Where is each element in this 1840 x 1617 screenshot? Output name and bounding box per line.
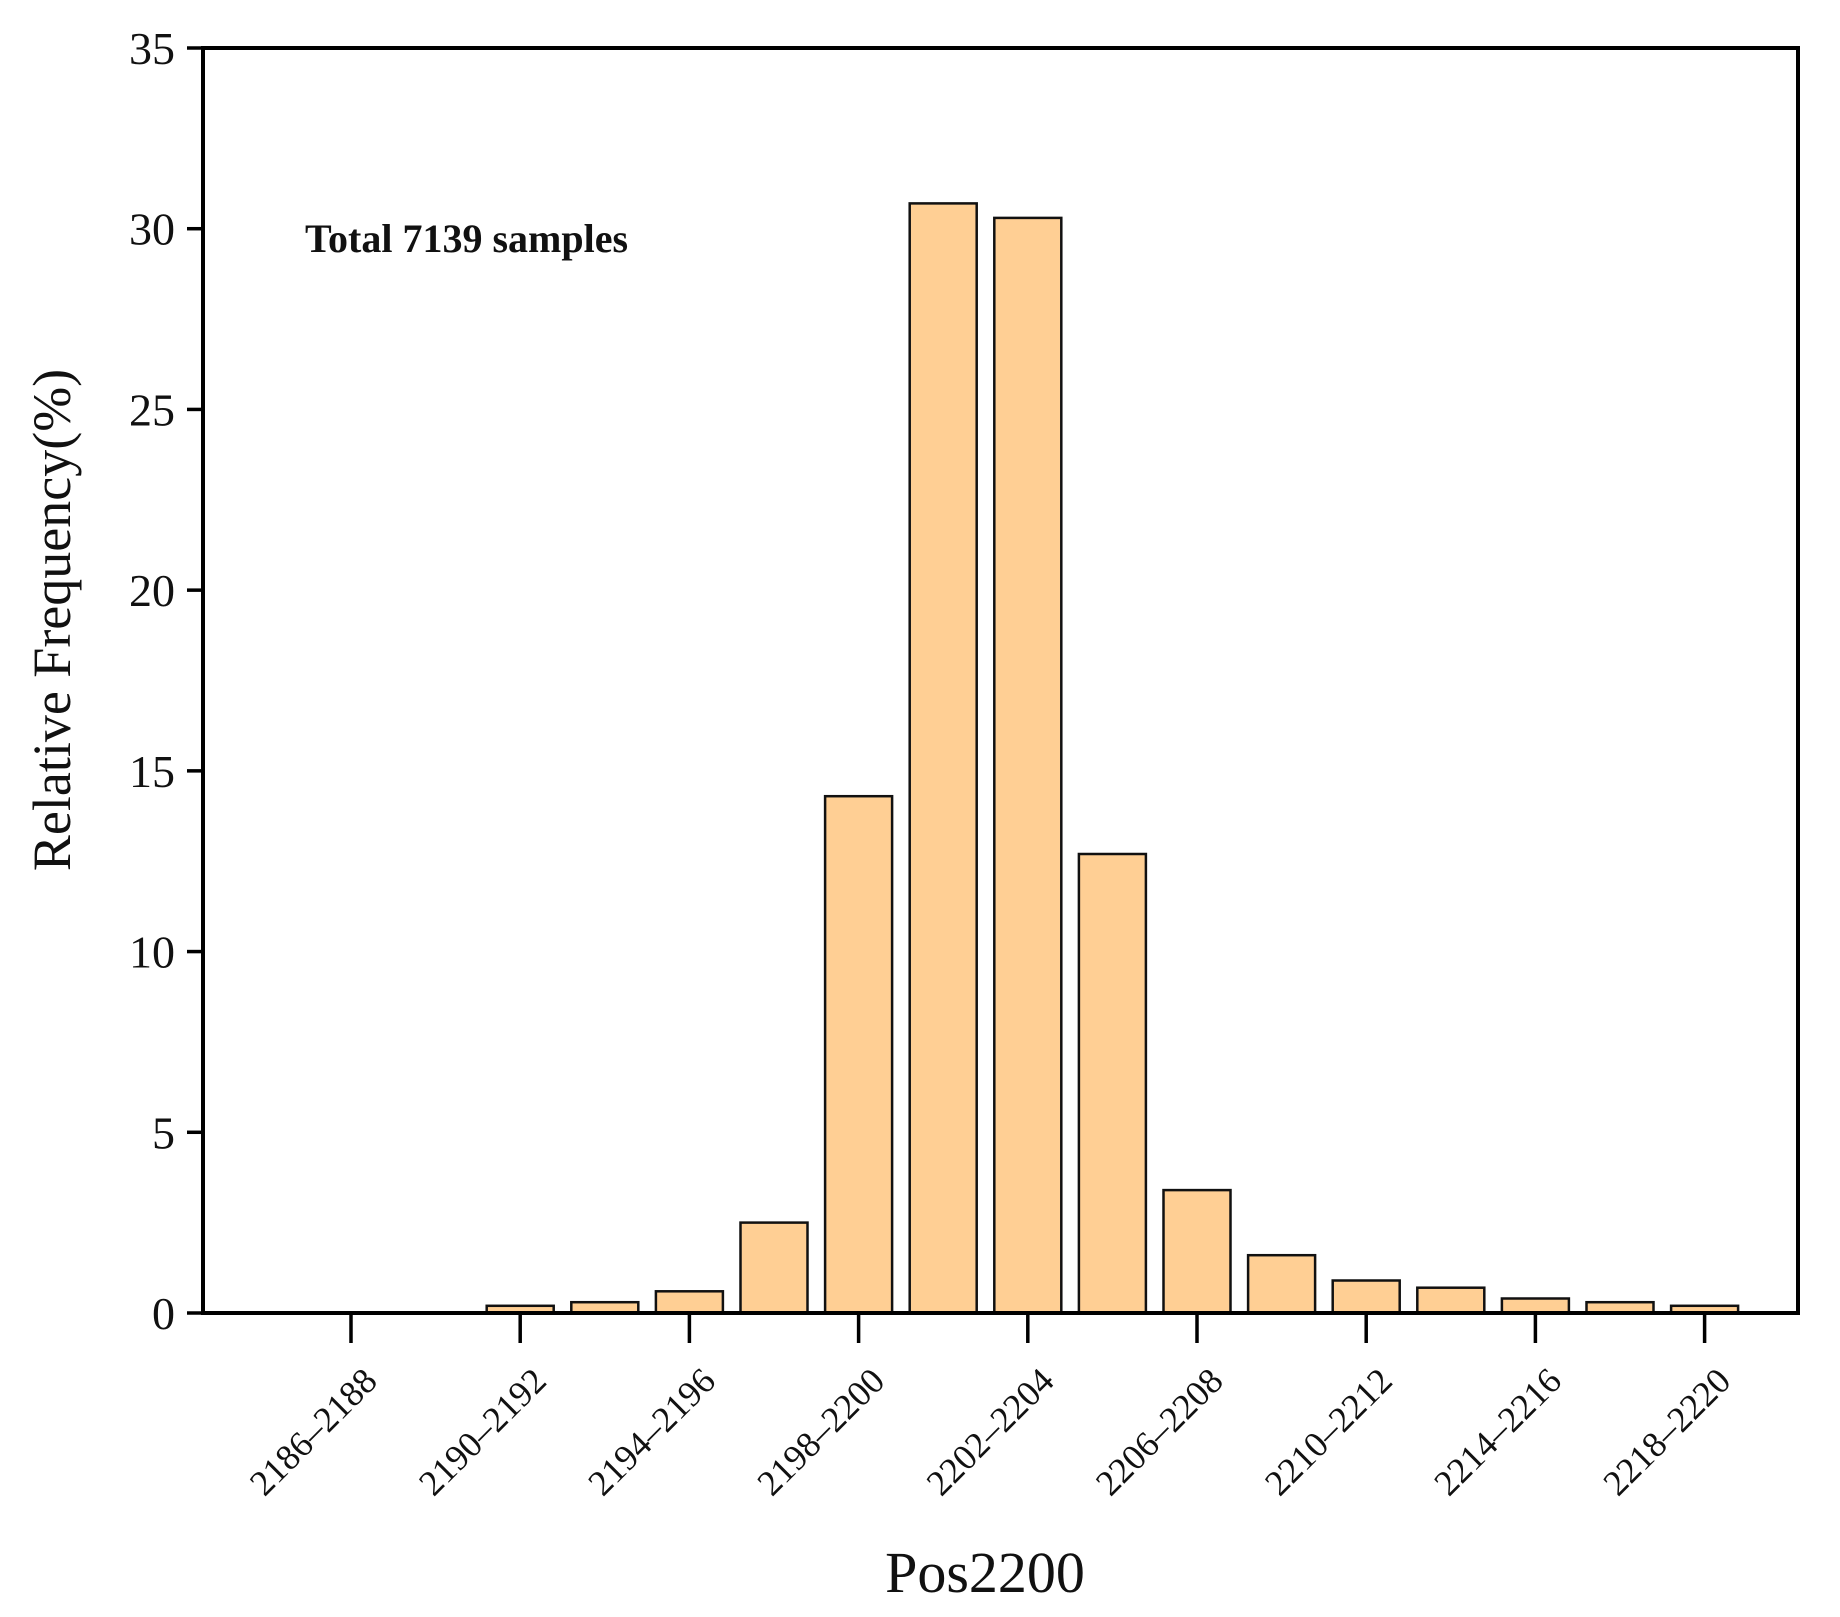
x-tick-label: 2198–2200 (749, 1360, 892, 1503)
x-tick-label: 2210–2212 (1257, 1360, 1400, 1503)
y-axis-label: Relative Frequency(%) (22, 369, 82, 871)
x-tick-label: 2186–2188 (242, 1360, 385, 1503)
plot-frame (201, 46, 1800, 1315)
bars-group (485, 202, 1740, 1315)
x-tick-label: 2202–2204 (919, 1360, 1062, 1503)
y-tick-label: 25 (129, 384, 175, 435)
bar-2196–2198 (739, 1221, 809, 1315)
x-tick-label: 2190–2192 (411, 1360, 554, 1503)
y-tick-label: 5 (152, 1107, 175, 1158)
y-tick-label: 15 (129, 746, 175, 797)
x-axis: 2186–2188 2190–2192 2194–2196 2198–2200 2202… (242, 1313, 1738, 1503)
x-tick-label: 2194–2196 (580, 1360, 723, 1503)
y-tick-label: 20 (129, 565, 175, 616)
annotation-text: Total 7139 samples (305, 216, 628, 261)
bar-2206–2208 (1162, 1188, 1232, 1315)
x-axis-label: Pos2200 (885, 1540, 1085, 1605)
bar-2210–2212 (1331, 1279, 1401, 1315)
bar-2194–2196 (654, 1290, 725, 1315)
y-tick-label: 0 (152, 1288, 175, 1339)
y-axis: 0 5 10 15 20 25 30 35 (129, 23, 203, 1339)
bar-2198–2200 (823, 794, 894, 1315)
bar-2200–2202 (908, 202, 978, 1315)
bar-2202–2204 (993, 216, 1063, 1315)
y-tick-label: 30 (129, 204, 175, 255)
x-tick-label: 2214–2216 (1426, 1360, 1569, 1503)
x-tick-label: 2218–2220 (1595, 1360, 1738, 1503)
bar-2208–2210 (1246, 1253, 1317, 1315)
bar-2212–2214 (1416, 1286, 1486, 1315)
bar-2204–2206 (1077, 852, 1148, 1315)
y-tick-label: 35 (129, 23, 175, 74)
y-tick-label: 10 (129, 927, 175, 978)
x-tick-label: 2206–2208 (1088, 1360, 1231, 1503)
bar-2214–2216 (1500, 1297, 1571, 1315)
